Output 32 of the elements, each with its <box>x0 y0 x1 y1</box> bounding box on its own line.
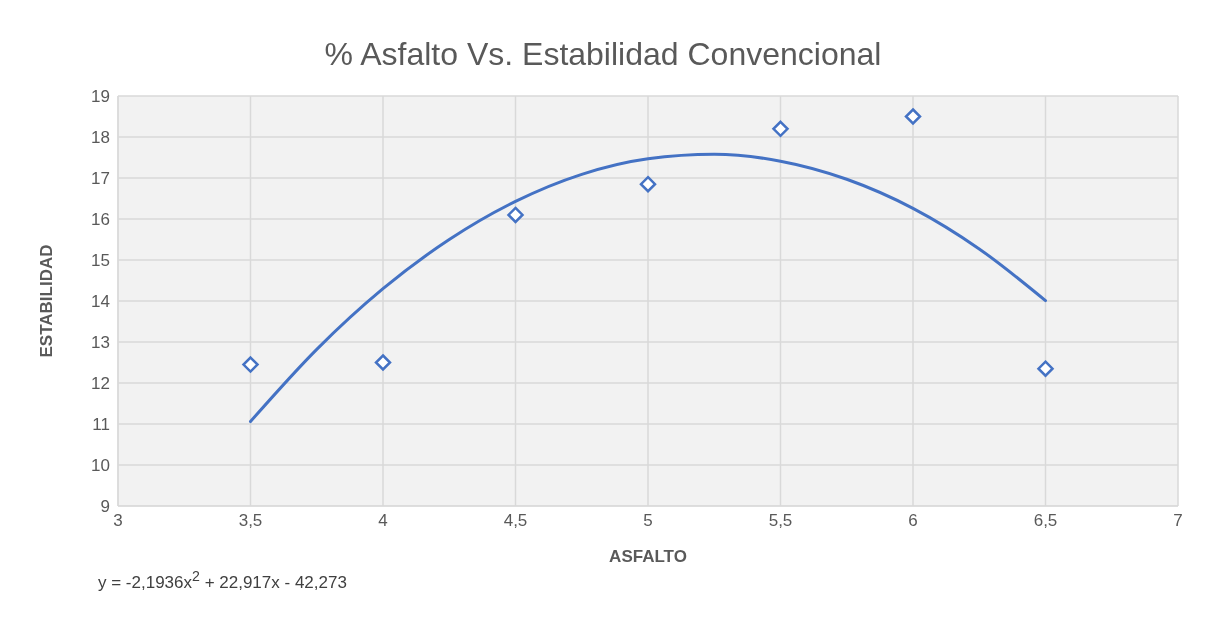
x-tick-label: 5,5 <box>768 511 793 531</box>
y-tick-label: 16 <box>91 210 110 230</box>
point <box>772 120 789 138</box>
y-tick-label: 17 <box>91 169 110 189</box>
line-series <box>249 152 1047 424</box>
point <box>507 206 524 224</box>
y-tick-label: 15 <box>91 251 110 271</box>
x-tick-label: 3,5 <box>238 511 263 531</box>
x-tick-label: 7 <box>1173 511 1183 531</box>
x-tick-label: 4 <box>378 511 388 531</box>
y-tick-label: 11 <box>92 415 110 435</box>
y-tick-label: 10 <box>91 456 110 476</box>
x-tick-label: 6,5 <box>1033 511 1058 531</box>
x-axis-title: ASFALTO <box>609 547 687 566</box>
x-tick-label: 5 <box>643 511 653 531</box>
point <box>904 108 922 125</box>
y-tick-label: 12 <box>91 374 110 394</box>
y-tick-label: 19 <box>91 87 110 107</box>
point <box>1037 360 1054 377</box>
chart-title: % Asfalto Vs. Estabilidad Convencional <box>323 35 883 74</box>
text: y = -2,1936x$^{2}$ + 22,917x - 42,273 <box>98 568 348 593</box>
y-axis-title: ESTABILIDAD <box>37 244 57 358</box>
point <box>639 175 657 193</box>
y-tick-label: 14 <box>91 292 110 312</box>
x-tick-label: 6 <box>908 511 918 531</box>
point <box>242 356 259 373</box>
x-tick-label: 4,5 <box>503 511 528 531</box>
y-tick-label: 9 <box>100 497 110 517</box>
y-tick-label: 13 <box>91 333 110 353</box>
point <box>374 354 392 371</box>
y-tick-label: 18 <box>91 128 110 148</box>
x-tick-label: 3 <box>113 511 123 531</box>
